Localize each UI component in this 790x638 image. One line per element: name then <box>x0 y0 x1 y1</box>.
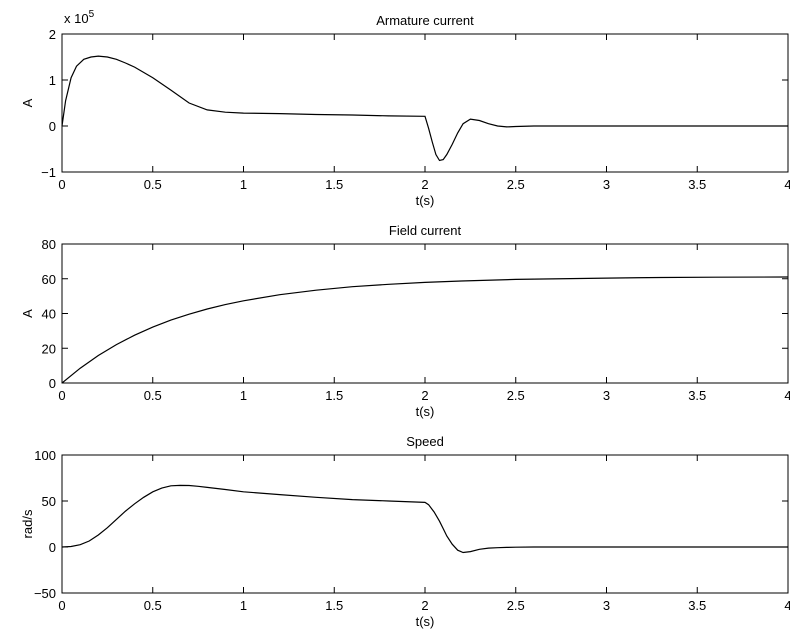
field-current-y-tick-label: 20 <box>42 341 56 356</box>
armature-current-x-tick-label: 0.5 <box>144 177 162 192</box>
speed-y-tick-label: 100 <box>34 448 56 463</box>
field-current-x-tick-label: 2.5 <box>507 388 525 403</box>
armature-current-x-tick-label: 0 <box>58 177 65 192</box>
armature-current-x-tick-label: 1.5 <box>325 177 343 192</box>
armature-current-x-tick-label: 3.5 <box>688 177 706 192</box>
field-current-y-tick-label: 40 <box>42 307 56 322</box>
speed-y-label: rad/s <box>20 509 35 538</box>
armature-current-y-tick-label: 2 <box>49 27 56 42</box>
speed-x-tick-label: 0 <box>58 598 65 613</box>
speed-x-tick-label: 1.5 <box>325 598 343 613</box>
armature-current-scale-factor: x 105 <box>64 9 95 26</box>
armature-current-x-tick-label: 2 <box>421 177 428 192</box>
armature-current-y-tick-label: 1 <box>49 73 56 88</box>
speed-x-tick-label: 3.5 <box>688 598 706 613</box>
speed-x-tick-label: 3 <box>603 598 610 613</box>
speed-x-tick-label: 1 <box>240 598 247 613</box>
speed-x-tick-label: 2 <box>421 598 428 613</box>
field-current-x-tick-label: 0.5 <box>144 388 162 403</box>
armature-current-series-line <box>61 55 788 162</box>
field-current-axes-frame <box>61 243 789 384</box>
speed-y-tick-label: 50 <box>42 494 56 509</box>
field-current-x-tick-label: 1 <box>240 388 247 403</box>
speed-title: Speed <box>406 434 444 449</box>
field-current-y-tick-label: 60 <box>42 272 56 287</box>
speed-x-label: t(s) <box>416 614 435 629</box>
field-current-x-tick-label: 2 <box>421 388 428 403</box>
field-current-series-line <box>61 276 789 384</box>
armature-current-x-tick-label: 4 <box>784 177 790 192</box>
field-current-y-tick-label: 80 <box>42 237 56 252</box>
armature-current-title: Armature current <box>376 13 474 28</box>
field-current-x-tick-label: 0 <box>58 388 65 403</box>
field-current-y-tick-label: 0 <box>49 376 56 391</box>
speed-x-tick-label: 2.5 <box>507 598 525 613</box>
armature-current-x-tick-label: 1 <box>240 177 247 192</box>
speed-y-tick-label: 0 <box>49 540 56 555</box>
field-current-x-tick-label: 1.5 <box>325 388 343 403</box>
field-current-x-tick-label: 4 <box>784 388 790 403</box>
speed-axes-frame <box>61 454 789 594</box>
speed-series-line <box>61 484 788 554</box>
field-current-x-tick-label: 3.5 <box>688 388 706 403</box>
armature-current-y-tick-label: 0 <box>49 119 56 134</box>
field-current-y-label: A <box>20 309 35 318</box>
speed-y-tick-label: −50 <box>34 586 56 601</box>
speed-x-tick-label: 0.5 <box>144 598 162 613</box>
armature-current-x-label: t(s) <box>416 193 435 208</box>
armature-current-x-tick-label: 3 <box>603 177 610 192</box>
field-current-title: Field current <box>389 223 462 238</box>
armature-current-y-tick-label: −1 <box>41 165 56 180</box>
armature-current-axes-frame <box>61 33 789 173</box>
field-current-x-label: t(s) <box>416 404 435 419</box>
armature-current-x-tick-label: 2.5 <box>507 177 525 192</box>
field-current-x-tick-label: 3 <box>603 388 610 403</box>
speed-x-tick-label: 4 <box>784 598 790 613</box>
armature-current-y-label: A <box>20 98 35 107</box>
